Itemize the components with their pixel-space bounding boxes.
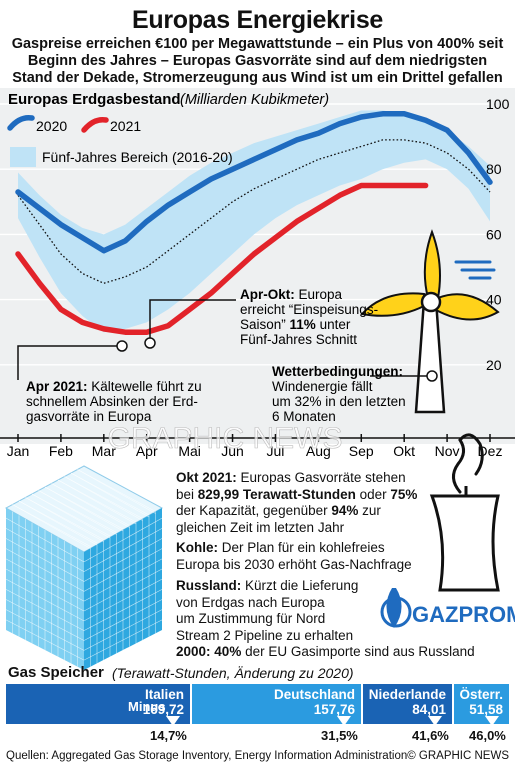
annotation-marker-apr-2021 [116,340,128,352]
note-kohle: Kohle: Der Plan für ein kohlefreies Euro… [176,540,412,572]
annotation-leaders [17,299,430,380]
x-tick-label: Jan [7,443,30,459]
storage-segment: Deutschland 157,76 [190,684,361,724]
down-arrow-icon [337,716,351,726]
power-plant-icon [429,433,500,592]
storage-unit: (Terawatt-Stunden, Änderung zu 2020) [112,665,354,681]
note-apr-okt: Apr-Okt: Europa erreicht “Einspeisungs- … [240,287,382,347]
x-tick-label: Jul [267,443,285,459]
y-tick-label: 60 [486,226,502,242]
y-tick-label: 40 [486,292,502,308]
legend-2020-label: 2020 [36,118,67,134]
note-apr-2021: Apr 2021: Kältewelle führt zu schnellem … [26,379,205,424]
chart-title: Europas Erdgasbestand [8,91,181,108]
page-title: Europas Energiekrise [131,6,384,34]
gas-storage-chart: Europas Erdgasbestand (Milliarden Kubikm… [0,88,515,670]
y-tick-label: 80 [486,161,502,177]
down-arrow-icon [166,716,180,726]
x-tick-label: Apr [136,443,158,459]
page-subtitle: Gaspreise erreichen €100 per Megawattstu… [11,36,504,86]
annotation-marker-apr-okt [144,337,156,349]
wind-turbine-icon [360,229,500,414]
storage-change-label: 14,7% [150,728,187,743]
storage-value-label: 84,01 [412,702,446,717]
footer-copyright: © GRAPHIC NEWS [407,750,509,762]
five-year-average-line [17,139,491,284]
series-line-2020 [15,111,493,254]
gazprom-logo: GAZPROM [380,588,515,628]
x-tick-label: Feb [49,443,73,459]
legend-range-swatch [10,147,36,167]
note-okt-2021: Okt 2021: Europas Gasvorräte stehen bei … [176,470,418,535]
y-tick-label: 20 [486,357,502,373]
storage-change-label: 41,6% [412,728,449,743]
annotation-marker-wind [426,370,438,382]
legend-range-label: Fünf-Jahres Bereich (2016-20) [42,149,233,165]
note-wetter: Wetterbedingungen: Windenergie fällt um … [272,364,409,424]
series-line-2021 [15,182,429,335]
storage-country-label: Italien [144,687,184,702]
storage-value-label: 51,58 [469,702,503,717]
legend-2021-swatch [81,116,109,133]
storage-country-label: Niederlande [368,687,446,702]
down-arrow-icon [428,716,442,726]
storage-country-label: Deutschland [273,687,355,702]
down-arrow-icon [485,716,499,726]
x-tick-label: Aug [306,443,331,459]
footer-source: Quellen: Aggregated Gas Storage Inventor… [6,750,408,762]
chart-unit: (Milliarden Kubikmeter) [180,92,329,108]
storage-change-label: 31,5% [321,728,358,743]
x-tick-label: Nov [435,443,460,459]
storage-value-label: 157,76 [313,702,355,717]
storage-change-note: Minus [128,699,166,714]
watermark: GRAPHIC NEWS [107,422,342,455]
x-tick-label: Mar [92,443,116,459]
storage-segment: Italien 169,72 [6,684,190,724]
x-tick-label: Sep [349,443,374,459]
gas-cube-icon [4,465,164,670]
x-tick-label: Jun [221,443,244,459]
gazprom-logo-text: GAZPROM [412,602,515,627]
x-tick-label: Mai [178,443,201,459]
storage-bar: Italien 169,72 Deutschland 157,76 Niederland… [6,684,509,724]
note-russland: Russland: Kürzt die Lieferung von Erdgas… [176,578,475,659]
x-tick-label: Dez [478,443,503,459]
storage-country-label: Österr. [459,687,503,702]
storage-segment: Österr. 51,58 [452,684,509,724]
storage-change-label: 46,0% [469,728,506,743]
legend-2020-swatch [7,114,35,131]
y-tick-label: 100 [486,96,510,112]
five-year-range-band [18,110,490,333]
x-tick-label: Okt [393,443,415,459]
legend-2021-label: 2021 [110,118,141,134]
storage-value-label: 169,72 [142,702,184,717]
storage-title: Gas Speicher [8,664,104,681]
